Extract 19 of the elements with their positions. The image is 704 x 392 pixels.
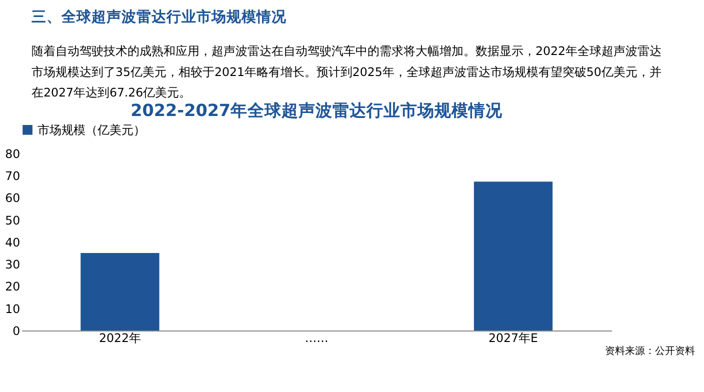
x-tick-label: 2027年E [488, 330, 538, 345]
x-tick-label: 2022年 [98, 330, 141, 345]
y-tick-label: 60 [5, 191, 20, 206]
x-tick-label: …… [304, 330, 328, 345]
y-tick-label: 70 [5, 169, 20, 184]
text: 在2027年达到67.26亿美元。 [31, 85, 192, 100]
y-tick-label: 80 [5, 146, 20, 161]
text: 随着自动驾驶技术的成熟和应用，超声波雷达在自动驾驶汽车中的需求将大幅增加。数据显示，2022年全球超声波雷达 [31, 44, 662, 58]
text: 资料来源：公开资料 [605, 345, 696, 358]
y-tick-label: 10 [5, 302, 20, 316]
y-tick-label: 30 [5, 258, 20, 272]
chart-title: 2022-2027年全球超声波雷达行业市场规模情况 [130, 100, 504, 120]
y-tick-label: 40 [5, 235, 20, 250]
y-tick-label: 0 [12, 324, 20, 338]
y-tick-label: 50 [5, 213, 20, 228]
text: 三、全球超声波雷达行业市场规模情况 [31, 8, 288, 26]
legend-label: 市场规模（亿美元） [37, 122, 146, 137]
text: 市场规模达到了35亿美元，相较于2021年略有增长。预计到2025年，全球超声波雷达市场规模有望突破50亿美元，并 [31, 64, 662, 79]
y-tick-label: 20 [5, 280, 20, 294]
